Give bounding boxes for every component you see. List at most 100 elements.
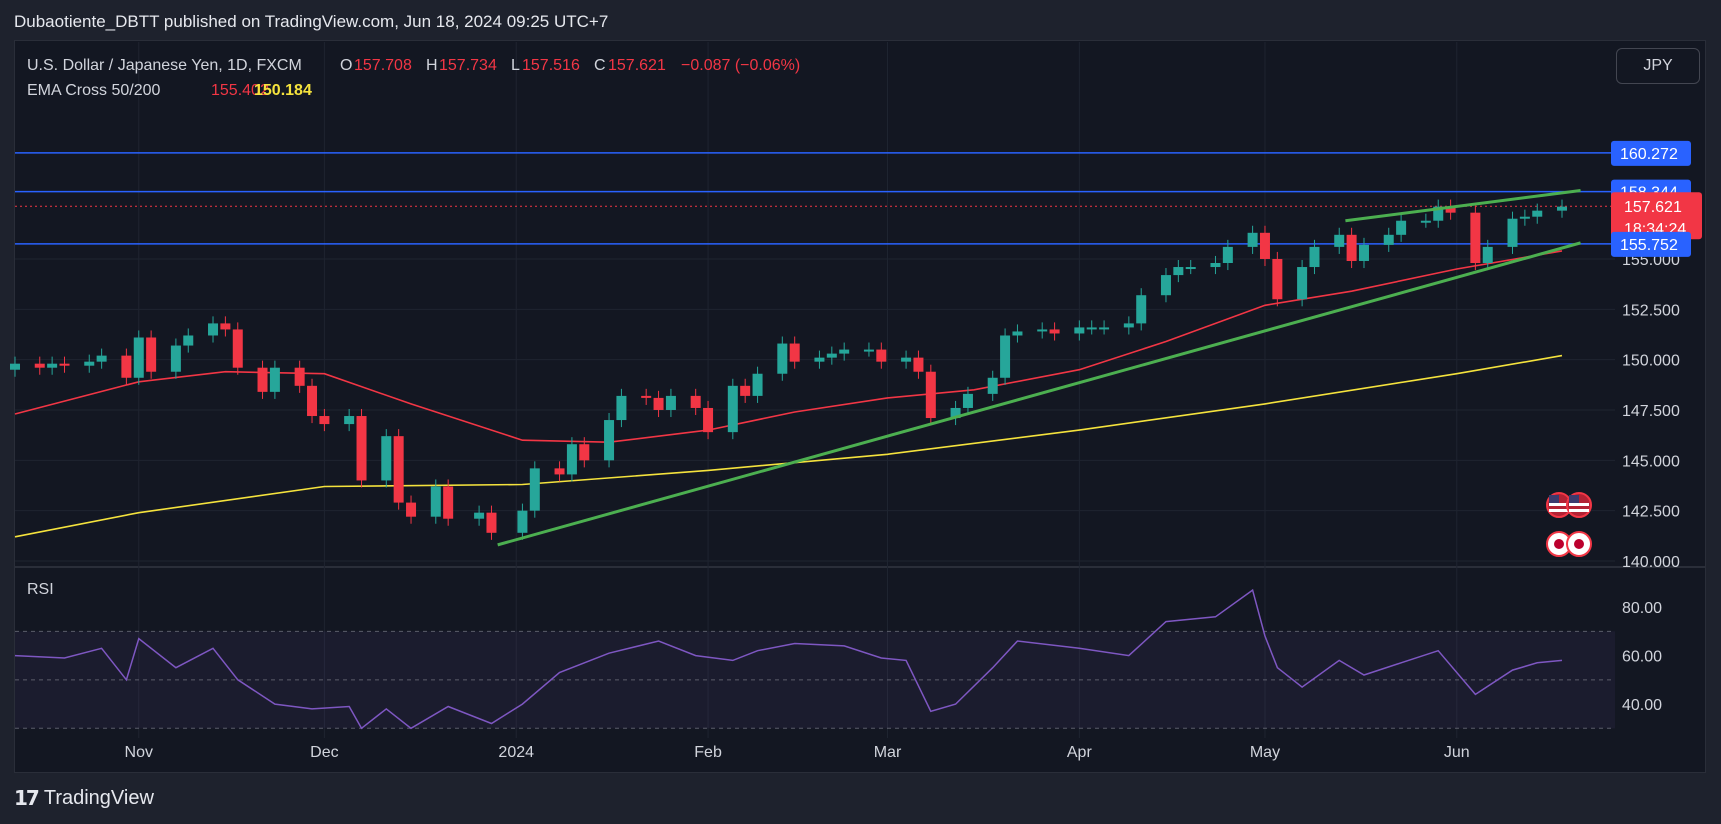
candle: [1519, 209, 1530, 226]
candle-body: [10, 363, 20, 370]
y-tick-label: 147.500: [1622, 403, 1680, 420]
candle-body: [1532, 210, 1543, 217]
candle-body: [863, 349, 874, 352]
ema200-line: [14, 354, 1563, 538]
candle: [1037, 322, 1048, 339]
candle-body: [566, 444, 577, 475]
candle-body: [1346, 234, 1357, 261]
tradingview-logo-icon: 17: [14, 786, 40, 810]
candle: [517, 503, 528, 540]
candles: [10, 199, 1567, 540]
candle: [554, 461, 565, 482]
candle: [826, 346, 837, 365]
candle: [789, 336, 800, 369]
candle: [925, 364, 936, 426]
candle: [1532, 203, 1543, 224]
candle: [1272, 251, 1283, 307]
x-tick-label: Nov: [125, 744, 153, 761]
candle: [1210, 255, 1221, 275]
candle-body: [740, 385, 751, 396]
candle-body: [777, 343, 788, 374]
candle-body: [1099, 327, 1110, 330]
candle: [208, 316, 219, 343]
footer-brand: TradingView: [43, 786, 154, 809]
candle: [1185, 259, 1196, 275]
candle-body: [950, 407, 961, 419]
us-flag-stripe: [1569, 509, 1589, 512]
currency-button[interactable]: JPY: [1616, 48, 1700, 84]
candle: [1012, 324, 1023, 343]
candle-body: [269, 367, 280, 392]
candle: [814, 350, 825, 369]
candle: [1507, 211, 1518, 254]
candle-body: [1247, 232, 1258, 247]
candle-body: [641, 395, 652, 398]
candle-body: [1383, 234, 1394, 245]
candle: [1297, 259, 1308, 307]
candle-body: [1259, 232, 1270, 259]
candle: [1136, 288, 1147, 331]
horizontal-levels: [15, 152, 1615, 245]
candle-body: [727, 385, 738, 433]
candle: [604, 413, 615, 468]
candle: [146, 330, 157, 379]
y-tick-label: 140.000: [1622, 554, 1680, 571]
legend-ema-label: EMA Cross 50/200: [27, 82, 161, 99]
rsi-y-tick-label: 80.00: [1622, 600, 1662, 617]
candle: [10, 356, 20, 377]
legend-ema200-value: 150.184: [254, 82, 312, 99]
candle: [1309, 239, 1320, 275]
candle: [1160, 268, 1171, 303]
candle-body: [1420, 220, 1431, 223]
candle: [876, 342, 887, 369]
candle: [1470, 205, 1481, 271]
candle: [269, 360, 280, 399]
candle-body: [1334, 234, 1345, 247]
tradingview-logo[interactable]: 17 TradingView: [14, 786, 154, 810]
candle-body: [170, 345, 181, 372]
candle-body: [1482, 246, 1493, 264]
candle-body: [962, 393, 973, 408]
candle: [727, 378, 738, 440]
candle: [1482, 239, 1493, 271]
trendline: [1345, 189, 1581, 223]
candle: [566, 437, 577, 482]
candle-body: [876, 349, 887, 362]
candle: [319, 408, 330, 432]
candle: [950, 400, 961, 426]
rsi-pane: [15, 630, 1615, 729]
candle: [430, 479, 441, 524]
candle-body: [1136, 295, 1147, 324]
legend-l-value: 157.516: [522, 57, 580, 74]
candle: [1396, 213, 1407, 242]
candle-body: [1185, 267, 1196, 270]
candle-body: [381, 436, 392, 481]
candle-body: [1086, 327, 1097, 330]
trendline: [497, 241, 1581, 547]
candle-body: [826, 353, 837, 358]
candle-body: [1470, 212, 1481, 264]
candle: [641, 388, 652, 405]
candle: [1074, 320, 1085, 341]
candle-body: [814, 357, 825, 362]
candle-body: [752, 373, 763, 396]
candle-body: [47, 363, 58, 368]
event-flags: [1546, 492, 1592, 557]
candle-body: [1396, 220, 1407, 235]
candle: [59, 356, 70, 373]
candle-body: [616, 395, 627, 421]
legend-symbol: U.S. Dollar / Japanese Yen, 1D, FXCM: [27, 57, 302, 74]
candle-body: [665, 395, 676, 410]
candle-body: [1049, 329, 1060, 334]
japan-flag-icon: [1566, 531, 1592, 557]
candle: [1557, 199, 1567, 218]
rsi-y-tick-label: 40.00: [1622, 697, 1662, 714]
candle: [1123, 316, 1134, 335]
candle: [1433, 199, 1444, 228]
japan-flag-sun: [1554, 539, 1564, 549]
candle: [1222, 239, 1233, 271]
candle: [121, 348, 132, 385]
candle: [1099, 320, 1110, 335]
candle-body: [1210, 263, 1221, 268]
